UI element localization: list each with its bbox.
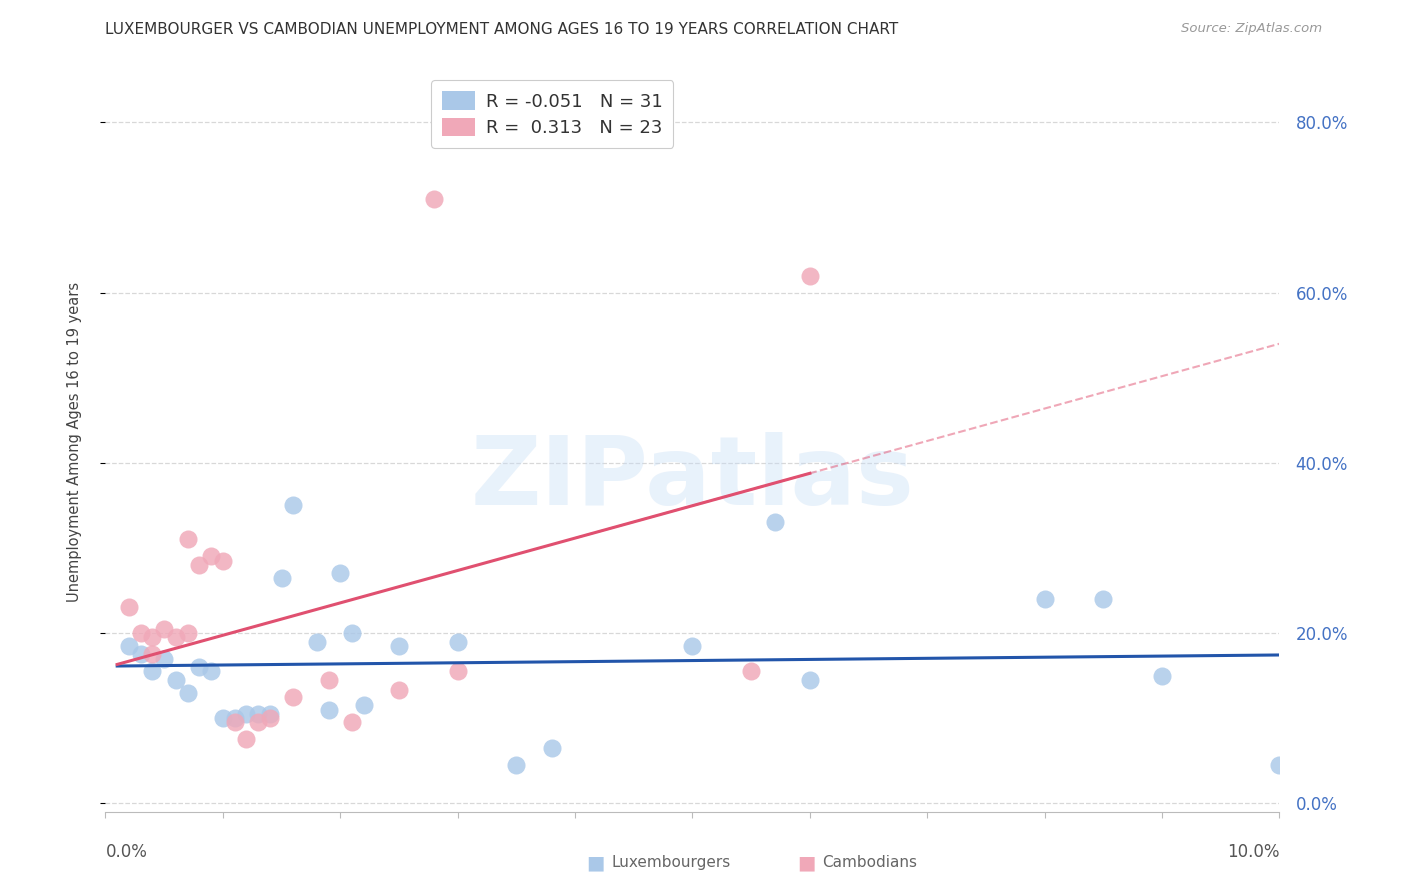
Text: ■: ■ xyxy=(586,853,605,872)
Legend: R = -0.051   N = 31, R =  0.313   N = 23: R = -0.051 N = 31, R = 0.313 N = 23 xyxy=(432,80,673,148)
Text: Luxembourgers: Luxembourgers xyxy=(612,855,731,870)
Text: ZIPatlas: ZIPatlas xyxy=(471,432,914,525)
Text: Source: ZipAtlas.com: Source: ZipAtlas.com xyxy=(1181,22,1322,36)
Text: 0.0%: 0.0% xyxy=(105,843,148,861)
Text: LUXEMBOURGER VS CAMBODIAN UNEMPLOYMENT AMONG AGES 16 TO 19 YEARS CORRELATION CHA: LUXEMBOURGER VS CAMBODIAN UNEMPLOYMENT A… xyxy=(105,22,898,37)
Y-axis label: Unemployment Among Ages 16 to 19 years: Unemployment Among Ages 16 to 19 years xyxy=(67,282,82,601)
Text: Cambodians: Cambodians xyxy=(823,855,918,870)
Text: ■: ■ xyxy=(797,853,815,872)
Text: 10.0%: 10.0% xyxy=(1227,843,1279,861)
